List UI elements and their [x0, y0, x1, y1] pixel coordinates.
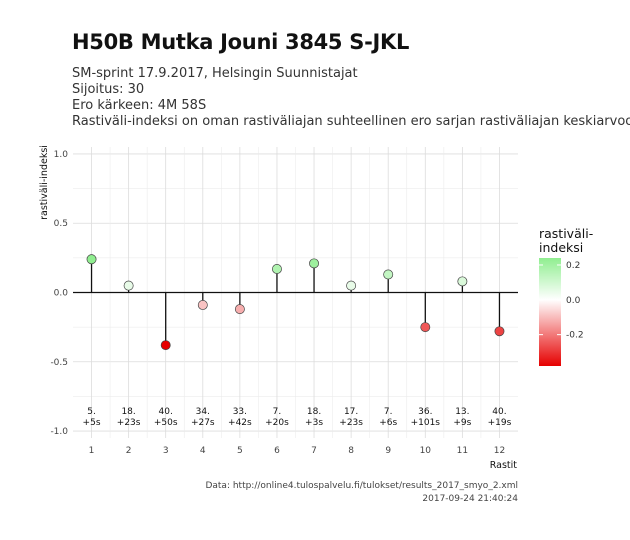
y-tick-label: 1.0	[54, 150, 69, 160]
x-tick-label: 10	[420, 446, 432, 456]
x-tick-label: 7	[311, 446, 317, 456]
point-3	[160, 340, 171, 351]
grid-lines	[73, 147, 518, 438]
point-2	[123, 280, 134, 291]
x-tick-label: 12	[494, 446, 505, 456]
x-tick-label: 2	[126, 446, 132, 456]
point-4	[197, 300, 208, 310]
point-5	[234, 304, 245, 315]
x-tick-label: 11	[457, 446, 468, 456]
y-tick-label: -1.0	[50, 427, 68, 437]
time-label-7: +3s	[305, 418, 323, 428]
y-tick-label: -0.5	[50, 358, 68, 368]
point-6	[272, 263, 282, 274]
time-label-12: +19s	[488, 418, 512, 428]
rank-label-7: 18.	[307, 407, 321, 417]
legend-color-bar	[539, 258, 561, 366]
chart-marks: 5.+5s18.+23s40.+50s34.+27s33.+42s7.+20s1…	[73, 254, 518, 428]
point-9	[383, 269, 394, 280]
timestamp-caption: 2017-09-24 21:40:24	[422, 494, 518, 504]
rank-label-1: 5.	[87, 407, 96, 417]
rank-label-4: 34.	[196, 407, 210, 417]
axes: 1.00.50.0-0.5-1.01 2 3 4 5 6 7 8 9 10 11 12Rastitra…	[39, 145, 517, 471]
rank-label-2: 18.	[121, 407, 135, 417]
time-label-5: +42s	[228, 418, 252, 428]
legend-tick-label: 0.2	[566, 261, 580, 271]
time-label-3: +50s	[154, 418, 178, 428]
x-tick-label: 1	[89, 446, 95, 456]
rank-label-6: 7.	[273, 407, 282, 417]
point-1	[86, 254, 97, 265]
x-axis-label: Rastit	[490, 460, 518, 471]
y-axis-label: rastiväli-indeksi	[39, 145, 50, 220]
y-tick-label: 0.0	[54, 289, 69, 299]
rank-label-8: 17.	[344, 407, 358, 417]
color-legend: rastiväli-indeksi 0.2 0.0 -0.2	[539, 226, 593, 366]
rank-label-12: 40.	[492, 407, 506, 417]
rank-label-5: 33.	[233, 407, 247, 417]
time-label-6: +20s	[265, 418, 289, 428]
point-7	[309, 258, 319, 269]
time-label-9: +6s	[379, 418, 397, 428]
x-tick-label: 4	[200, 446, 206, 456]
legend-tick-label: -0.2	[566, 331, 584, 341]
time-label-11: +9s	[453, 418, 471, 428]
x-tick-label: 5	[237, 446, 243, 456]
time-label-1: +5s	[83, 418, 101, 428]
y-tick-label: 0.5	[54, 219, 68, 229]
x-tick-label: 3	[163, 446, 169, 456]
point-11	[457, 276, 468, 287]
time-label-8: +23s	[339, 418, 363, 428]
x-tick-label: 8	[348, 446, 354, 456]
point-10	[420, 322, 431, 333]
subtitle-placing: Sijoitus: 30	[72, 82, 145, 97]
rank-label-10: 36.	[418, 407, 432, 417]
point-8	[346, 280, 357, 291]
subtitle-gap: Ero kärkeen: 4M 58S	[72, 98, 207, 113]
rank-label-3: 40.	[159, 407, 173, 417]
rank-label-9: 7.	[384, 407, 393, 417]
subtitle-event: SM-sprint 17.9.2017, Helsingin Suunnista…	[72, 66, 358, 81]
x-tick-label: 9	[385, 446, 391, 456]
rank-label-11: 13.	[455, 407, 469, 417]
point-12	[494, 326, 505, 337]
legend-tick-label: 0.0	[566, 296, 581, 306]
time-label-10: +101s	[411, 418, 441, 428]
chart-title: H50B Mutka Jouni 3845 S-JKL	[72, 30, 410, 54]
data-source-caption: Data: http://online4.tulospalvelu.fi/tul…	[205, 481, 518, 491]
legend-title-line2: indeksi	[539, 240, 583, 255]
legend-title-line1: rastiväli-	[539, 226, 593, 241]
time-label-4: +27s	[191, 418, 215, 428]
subtitle-explanation: Rastiväli-indeksi on oman rastiväliajan …	[72, 114, 630, 129]
x-tick-label: 6	[274, 446, 280, 456]
time-label-2: +23s	[117, 418, 141, 428]
